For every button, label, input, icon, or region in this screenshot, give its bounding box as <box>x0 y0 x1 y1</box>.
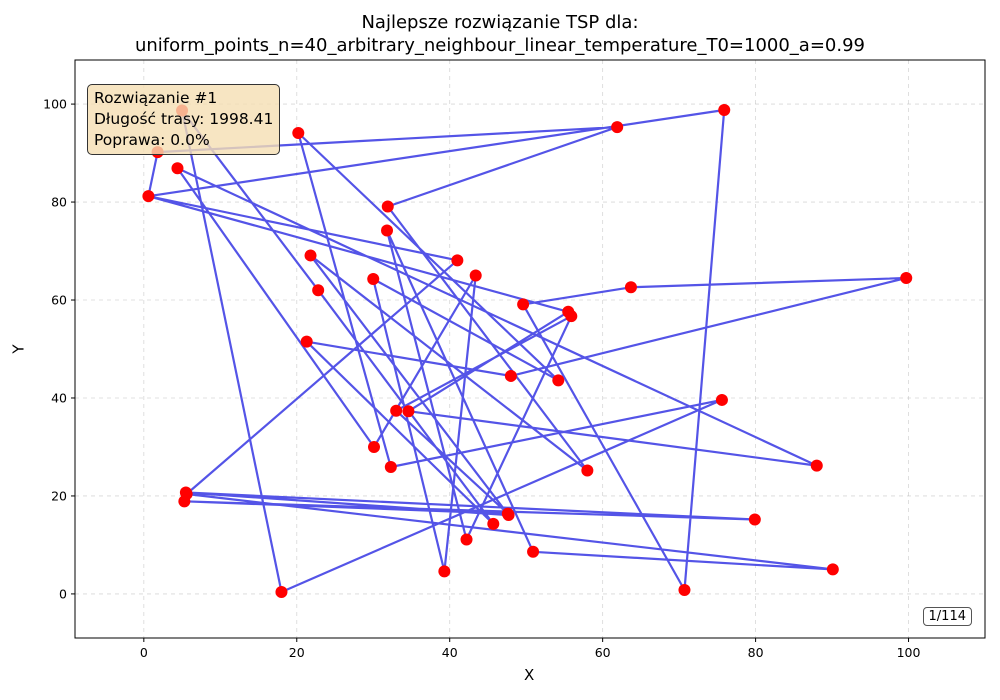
x-tick-label: 80 <box>748 645 764 660</box>
route-line <box>147 108 908 594</box>
city-point <box>581 464 594 477</box>
city-point <box>304 249 317 262</box>
improvement: Poprawa: 0.0% <box>94 131 210 149</box>
y-tick-label: 0 <box>59 586 67 601</box>
city-point <box>381 200 394 213</box>
city-point <box>300 335 313 348</box>
city-point <box>180 487 193 500</box>
city-point <box>402 405 415 418</box>
city-point <box>715 393 728 406</box>
city-point <box>469 269 482 282</box>
city-point <box>527 545 540 558</box>
x-tick-label: 100 <box>897 645 921 660</box>
solution-number: Rozwiązanie #1 <box>94 89 218 107</box>
city-points <box>142 103 913 598</box>
city-point <box>460 533 473 546</box>
city-point <box>142 190 155 203</box>
frame-counter: 1/114 <box>922 607 972 626</box>
city-point <box>171 162 184 175</box>
city-point <box>275 585 288 598</box>
y-axis-label: Y <box>9 344 28 354</box>
city-point <box>384 461 397 474</box>
city-point <box>748 513 761 526</box>
city-point <box>381 224 393 237</box>
x-tick-label: 20 <box>289 645 305 660</box>
city-point <box>552 374 565 387</box>
city-point <box>367 272 380 285</box>
x-tick-label: 40 <box>442 645 458 660</box>
y-tick-label: 40 <box>51 390 67 405</box>
city-point <box>438 565 451 578</box>
city-point <box>718 103 731 116</box>
city-point <box>678 583 691 596</box>
city-point <box>624 281 637 294</box>
y-tick-label: 60 <box>51 293 67 308</box>
y-tick-label: 80 <box>51 195 67 210</box>
city-point <box>487 517 500 530</box>
chart-title-line1: Najlepsze rozwiązanie TSP dla: <box>361 12 639 33</box>
city-point <box>517 298 530 311</box>
axis-ticks: 0 20 40 60 80 100 0 20 40 60 80 100 <box>43 97 920 660</box>
x-tick-label: 0 <box>140 645 148 660</box>
city-point <box>810 459 823 472</box>
city-point <box>292 126 305 139</box>
city-point <box>451 254 464 267</box>
grid <box>75 60 985 638</box>
plot-frame <box>74 59 986 639</box>
chart-title-line2: uniform_points_n=40_arbitrary_neighbour_… <box>134 35 865 56</box>
y-tick-label: 20 <box>51 488 67 503</box>
city-point <box>312 284 325 297</box>
route-lines <box>147 108 908 594</box>
city-point <box>826 563 839 576</box>
city-point <box>501 507 514 520</box>
y-tick-label: 100 <box>43 97 67 112</box>
solution-info-box: Rozwiązanie #1 Długość trasy: 1998.41 Po… <box>87 84 281 155</box>
route-length: Długość trasy: 1998.41 <box>94 110 274 128</box>
city-point <box>390 404 403 417</box>
city-point <box>562 305 575 318</box>
city-point <box>611 121 624 134</box>
x-tick-label: 60 <box>595 645 611 660</box>
city-point <box>504 369 517 382</box>
x-axis-label: X <box>524 666 535 684</box>
city-point <box>368 440 380 453</box>
city-point <box>900 271 913 284</box>
